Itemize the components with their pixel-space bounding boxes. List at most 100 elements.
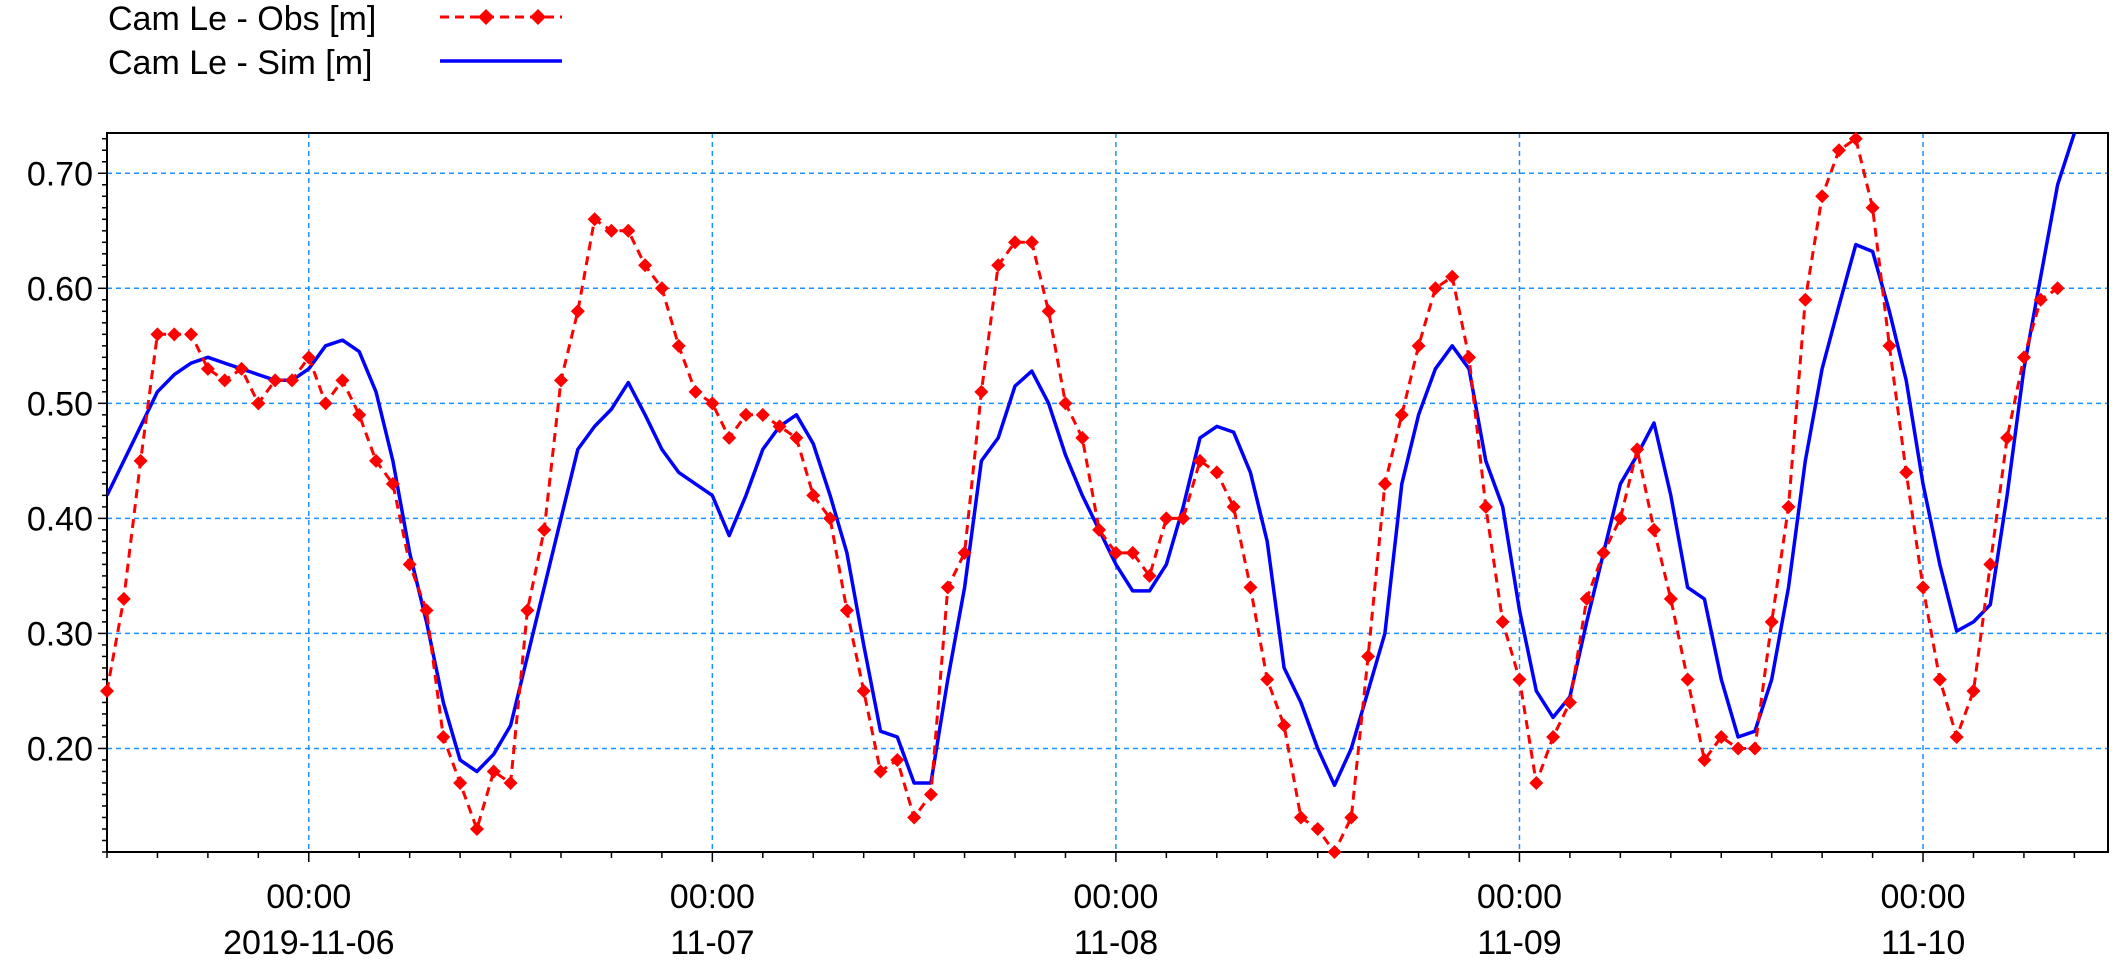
obs-data-point [133, 453, 148, 468]
obs-data-point [503, 775, 518, 790]
obs-data-point [1445, 269, 1460, 284]
obs-data-point [654, 281, 669, 296]
x-tick-date-label: 11-09 [1477, 924, 1561, 962]
obs-data-point [284, 373, 299, 388]
obs-data-point [1983, 557, 1998, 572]
obs-data-point [1865, 200, 1880, 215]
obs-data-point [1932, 672, 1947, 687]
obs-data-point [1024, 235, 1039, 250]
obs-data-point [369, 453, 384, 468]
obs-data-point [940, 580, 955, 595]
obs-data-point [1613, 511, 1628, 526]
obs-data-point [116, 591, 131, 606]
x-tick-time-label: 00:00 [670, 878, 755, 916]
obs-data-point [318, 396, 333, 411]
obs-data-point [1310, 821, 1325, 836]
obs-data-point [621, 223, 636, 238]
obs-data-point [1680, 672, 1695, 687]
obs-data-point [1714, 729, 1729, 744]
obs-data-point [1209, 465, 1224, 480]
obs-data-point [638, 258, 653, 273]
obs-data-point [1596, 545, 1611, 560]
x-tick-time-label: 00:00 [266, 878, 351, 916]
legend-label-obs: Cam Le - Obs [m] [108, 0, 376, 38]
x-tick-date-label: 2019-11-06 [223, 924, 394, 962]
obs-data-point [974, 384, 989, 399]
obs-data-point [1361, 649, 1376, 664]
obs-data-point [419, 603, 434, 618]
obs-data-point [1462, 350, 1477, 365]
obs-data-point [301, 350, 316, 365]
obs-data-point [234, 361, 249, 376]
obs-data-point [268, 373, 283, 388]
obs-data-point [923, 787, 938, 802]
obs-data-point [890, 752, 905, 767]
y-tick-label: 0.40 [27, 500, 93, 538]
obs-data-point [1092, 522, 1107, 537]
obs-data-point [1159, 511, 1174, 526]
obs-data-point [469, 821, 484, 836]
obs-data-point [722, 430, 737, 445]
obs-data-point [1008, 235, 1023, 250]
y-tick-label: 0.60 [27, 270, 93, 308]
obs-data-point [1949, 729, 1964, 744]
obs-data-point [1176, 511, 1191, 526]
obs-data-point [789, 430, 804, 445]
obs-data-point [520, 603, 535, 618]
obs-data-point [1646, 522, 1661, 537]
obs-data-point [554, 373, 569, 388]
x-tick-date-label: 11-10 [1881, 924, 1965, 962]
obs-data-point [1041, 304, 1056, 319]
obs-data-point [1428, 281, 1443, 296]
obs-data-point [991, 258, 1006, 273]
obs-data-point [806, 488, 821, 503]
obs-data-point [217, 373, 232, 388]
obs-data-point [1546, 729, 1561, 744]
obs-data-point [1731, 741, 1746, 756]
obs-data-point [1125, 545, 1140, 560]
obs-data-point [1142, 568, 1157, 583]
x-tick-date-label: 11-07 [670, 924, 754, 962]
obs-data-point [1226, 499, 1241, 514]
obs-data-point [436, 729, 451, 744]
obs-data-point [352, 407, 367, 422]
obs-data-point [1781, 499, 1796, 514]
obs-data-point [200, 361, 215, 376]
obs-data-point [604, 223, 619, 238]
obs-data-point [1831, 143, 1846, 158]
obs-data-point [1966, 683, 1981, 698]
y-tick-label: 0.70 [27, 155, 93, 193]
series-line-sim [107, 132, 2077, 788]
y-tick-label: 0.20 [27, 730, 93, 768]
obs-data-point [671, 338, 686, 353]
obs-data-point [705, 396, 720, 411]
obs-data-point [1697, 752, 1712, 767]
y-tick-label: 0.30 [27, 615, 93, 653]
obs-data-point [1377, 476, 1392, 491]
obs-data-point [1260, 672, 1275, 687]
obs-data-point [957, 545, 972, 560]
obs-data-point [453, 775, 468, 790]
obs-data-point [486, 764, 501, 779]
obs-data-point [402, 557, 417, 572]
obs-data-point [251, 396, 266, 411]
obs-data-point [1478, 499, 1493, 514]
obs-data-point [570, 304, 585, 319]
obs-data-point [100, 683, 114, 698]
plot-area: 0.20 0.30 0.40 0.50 0.60 0.70 00:00 2019-11-06 0… [27, 131, 2109, 962]
legend-marker-obs [478, 9, 546, 25]
obs-data-point [823, 511, 838, 526]
obs-data-point [150, 327, 165, 342]
obs-data-point [184, 327, 199, 342]
obs-data-point [907, 810, 922, 825]
obs-data-point [839, 603, 854, 618]
x-tick-time-label: 00:00 [1073, 878, 1158, 916]
obs-data-point [1747, 741, 1762, 756]
obs-data-point [1815, 189, 1830, 204]
obs-data-point [1394, 407, 1409, 422]
obs-data-point [537, 522, 552, 537]
obs-data-point [1848, 131, 1863, 146]
obs-data-point [1277, 718, 1292, 733]
obs-data-point [1058, 396, 1073, 411]
